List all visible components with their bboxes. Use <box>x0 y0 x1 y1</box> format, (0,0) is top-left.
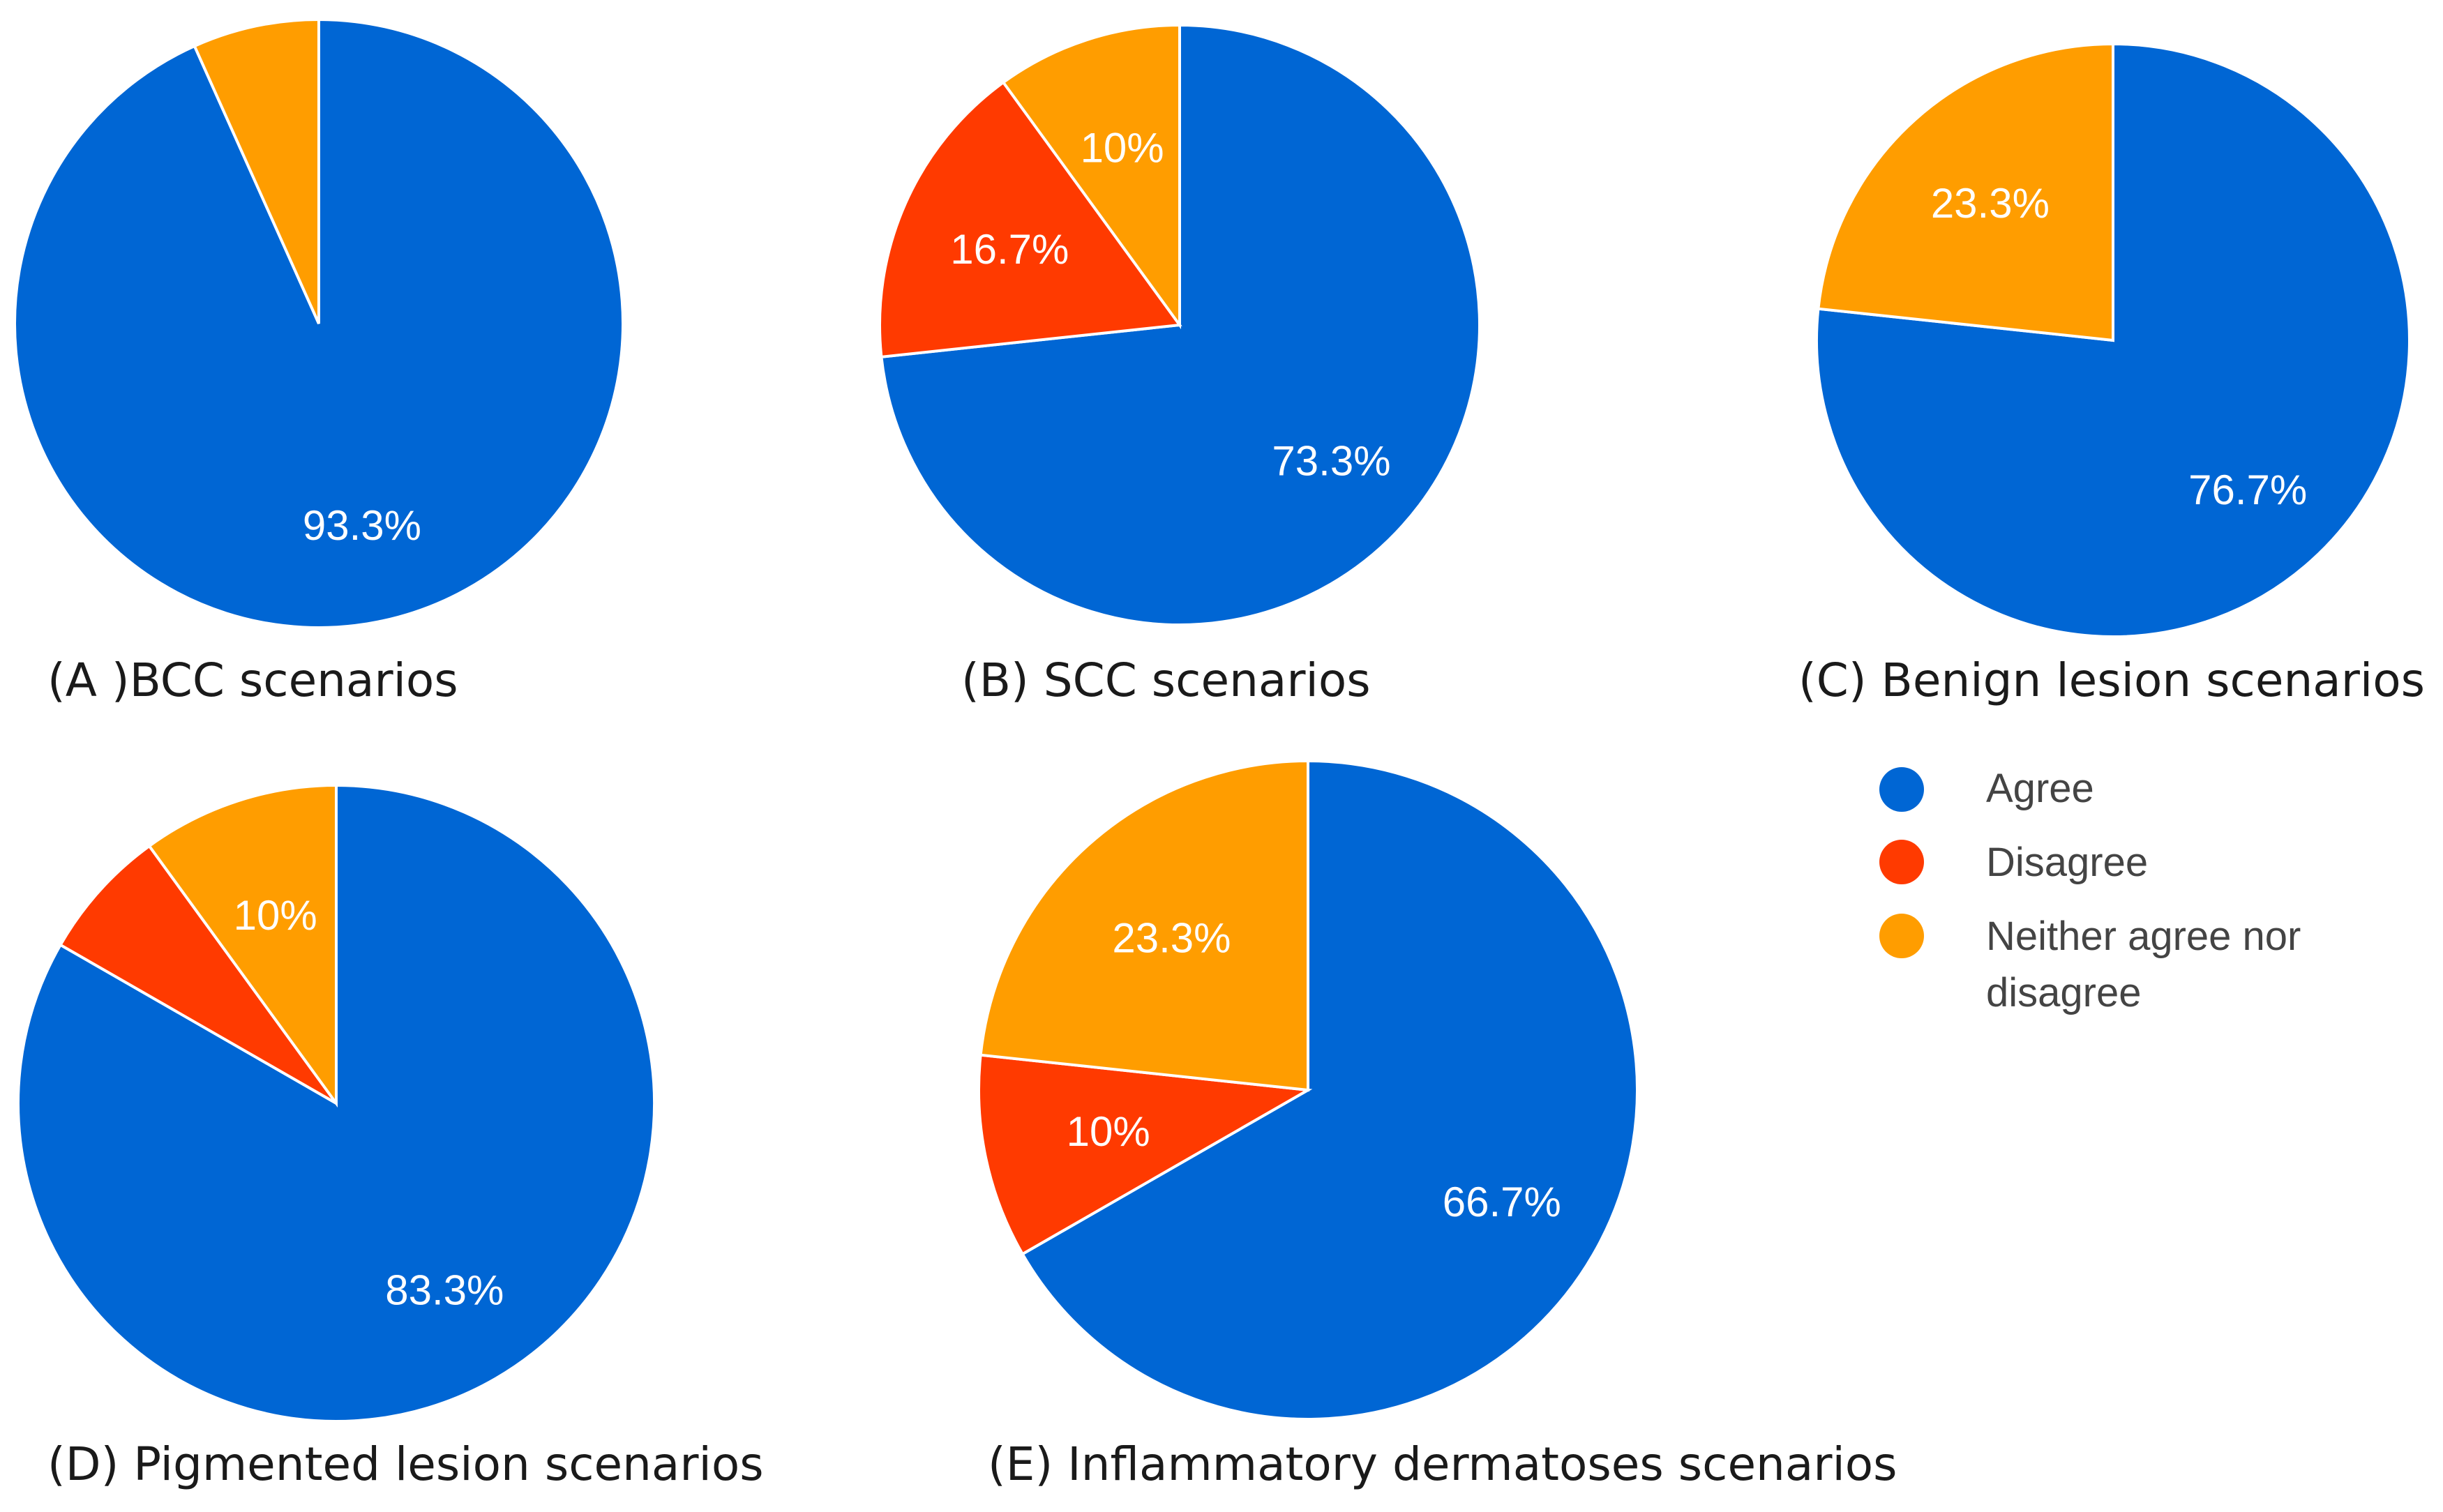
pie-e-label-neither: 23.3% <box>1112 914 1231 961</box>
pie-a-slice-neither <box>193 17 320 324</box>
pie-b-slice-neither <box>1001 23 1181 330</box>
pie-c-label-neither: 23.3% <box>1931 180 2050 227</box>
legend-label-neither-line1: Neither agree nor <box>1986 914 2301 959</box>
legend-label-disagree: Disagree <box>1986 840 2148 885</box>
caption-a: (A )BCC scenarios <box>47 653 458 707</box>
legend: Agree Disagree Neither agree nor disagre… <box>1879 766 2301 1015</box>
pie-d-label-agree: 83.3% <box>385 1267 504 1313</box>
legend-swatch-neither <box>1879 914 1924 958</box>
pie-e-slice-neither <box>979 759 1309 1092</box>
pie-chart-d: 83.3% 10% <box>17 783 656 1423</box>
pie-b-label-disagree: 16.7% <box>950 226 1069 273</box>
pie-d-slice-neither <box>147 783 338 1108</box>
legend-label-neither-line2: disagree <box>1986 970 2141 1015</box>
pie-c-slice-neither <box>1817 42 2114 342</box>
legend-label-agree: Agree <box>1986 766 2094 811</box>
legend-swatch-disagree <box>1879 840 1924 884</box>
pie-chart-a: 93.3% <box>13 17 624 629</box>
pie-e-label-agree: 66.7% <box>1443 1179 1561 1225</box>
pie-d-label-neither: 10% <box>234 892 317 939</box>
legend-swatch-agree <box>1879 767 1924 812</box>
legend-item-neither: Neither agree nor disagree <box>1879 914 2301 1015</box>
pie-e-label-disagree: 10% <box>1067 1108 1150 1155</box>
pie-e-slice-disagree <box>977 1053 1313 1256</box>
legend-item-agree: Agree <box>1879 766 2094 812</box>
caption-b: (B) SCC scenarios <box>961 653 1371 707</box>
pie-e-slice-agree <box>1021 759 1639 1421</box>
pie-b-label-agree: 73.3% <box>1272 437 1390 484</box>
pie-a-label-agree: 93.3% <box>303 502 421 549</box>
pie-b-label-neither: 10% <box>1081 124 1164 171</box>
pie-chart-b: 73.3% 16.7% 10% <box>878 23 1481 626</box>
pie-d-slice-disagree <box>58 844 338 1105</box>
legend-item-disagree: Disagree <box>1879 840 2148 885</box>
pie-chart-e: 66.7% 10% 23.3% <box>977 759 1639 1421</box>
pie-chart-c: 76.7% 23.3% <box>1815 42 2411 638</box>
caption-c: (C) Benign lesion scenarios <box>1798 653 2425 707</box>
caption-d: (D) Pigmented lesion scenarios <box>47 1437 764 1491</box>
pie-c-label-agree: 76.7% <box>2188 467 2307 513</box>
caption-e: (E) Inflammatory dermatoses scenarios <box>988 1437 1897 1491</box>
pie-b-slice-disagree <box>878 80 1182 359</box>
